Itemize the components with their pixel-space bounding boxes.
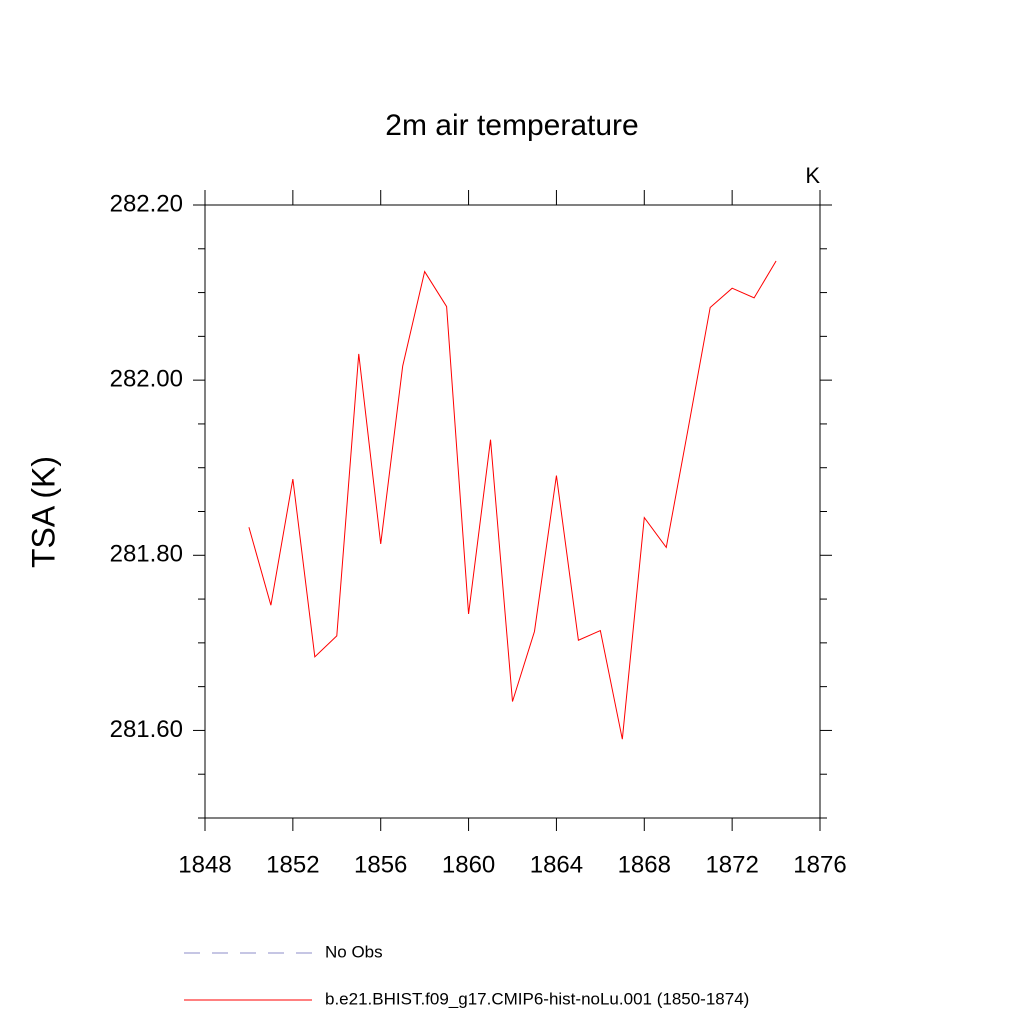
y-axis-label: TSA (K) — [25, 456, 61, 568]
units-label: K — [805, 163, 820, 188]
x-tick-label: 1860 — [442, 851, 495, 878]
x-tick-label: 1852 — [266, 851, 319, 878]
x-tick-label: 1872 — [705, 851, 758, 878]
legend-label: b.e21.BHIST.f09_g17.CMIP6-hist-noLu.001 … — [325, 989, 749, 1008]
x-tick-label: 1876 — [793, 851, 846, 878]
chart-title: 2m air temperature — [385, 109, 638, 142]
y-tick-label: 281.80 — [110, 541, 183, 568]
series-line — [248, 260, 777, 740]
legend-label: No Obs — [325, 942, 383, 961]
y-tick-label: 282.20 — [110, 190, 183, 217]
x-tick-label: 1868 — [618, 851, 671, 878]
x-tick-label: 1864 — [530, 851, 583, 878]
x-tick-label: 1856 — [354, 851, 407, 878]
x-tick-label: 1848 — [178, 851, 231, 878]
y-tick-label: 282.00 — [110, 365, 183, 392]
y-tick-label: 281.60 — [110, 716, 183, 743]
